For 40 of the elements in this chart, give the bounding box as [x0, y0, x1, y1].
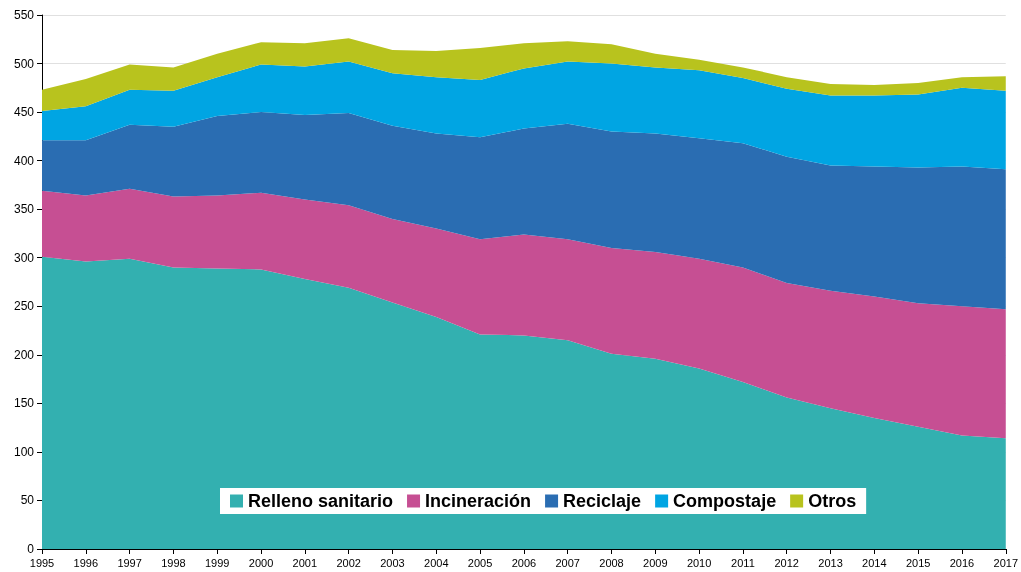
y-tick-label: 550	[13, 8, 35, 22]
legend-label: Reciclaje	[563, 491, 642, 511]
x-tick-label: 2008	[599, 556, 624, 569]
x-tick-label: 2004	[424, 556, 449, 569]
x-tick-label: 1999	[204, 556, 230, 569]
x-tick-label: 2016	[949, 556, 975, 569]
y-tick-label: 0	[27, 542, 35, 556]
x-tick-label: 2013	[818, 556, 843, 569]
legend-label: Incineración	[425, 491, 532, 511]
x-tick-label: 2017	[993, 556, 1019, 569]
x-tick-label: 2007	[555, 556, 580, 569]
y-tick-label: 500	[13, 56, 35, 71]
x-tick-label: 2000	[248, 556, 274, 569]
y-tick-label: 100	[13, 444, 35, 459]
x-tick-label: 2014	[862, 556, 887, 569]
x-tick-label: 2011	[731, 556, 755, 569]
x-tick-label: 1995	[29, 556, 55, 569]
x-tick-label: 1997	[117, 556, 142, 569]
x-tick-label: 2003	[380, 556, 405, 569]
legend-label: Otros	[808, 491, 857, 511]
y-tick-label: 50	[20, 493, 35, 508]
y-tick-label: 350	[13, 202, 35, 217]
x-tick-label: 2006	[511, 556, 537, 569]
x-tick-label: 2002	[336, 556, 361, 569]
y-tick-label: 200	[13, 347, 35, 362]
y-tick-label: 450	[13, 105, 35, 120]
y-tick-label: 400	[13, 153, 35, 168]
y-tick-label: 250	[13, 299, 35, 314]
y-tick-label: 300	[13, 250, 35, 265]
x-tick-label: 1996	[73, 556, 99, 569]
x-tick-label: 2001	[292, 556, 318, 569]
x-tick-label: 2012	[774, 556, 799, 569]
x-tick-label: 1998	[161, 556, 186, 569]
legend-label: Relleno sanitario	[248, 491, 394, 511]
y-tick-label: 150	[13, 396, 35, 411]
x-tick-label: 2010	[686, 556, 712, 569]
legend-label: Compostaje	[673, 491, 777, 511]
x-tick-label: 2015	[905, 556, 931, 569]
x-tick-label: 2009	[643, 556, 668, 569]
x-tick-label: 2005	[467, 556, 493, 569]
